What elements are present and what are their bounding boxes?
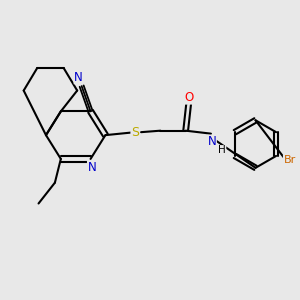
Text: N: N (207, 136, 216, 148)
Text: H: H (218, 145, 226, 155)
Text: N: N (74, 71, 83, 84)
Text: N: N (88, 161, 96, 174)
Text: Br: Br (284, 155, 296, 165)
Text: S: S (131, 126, 139, 139)
Text: O: O (184, 91, 193, 104)
